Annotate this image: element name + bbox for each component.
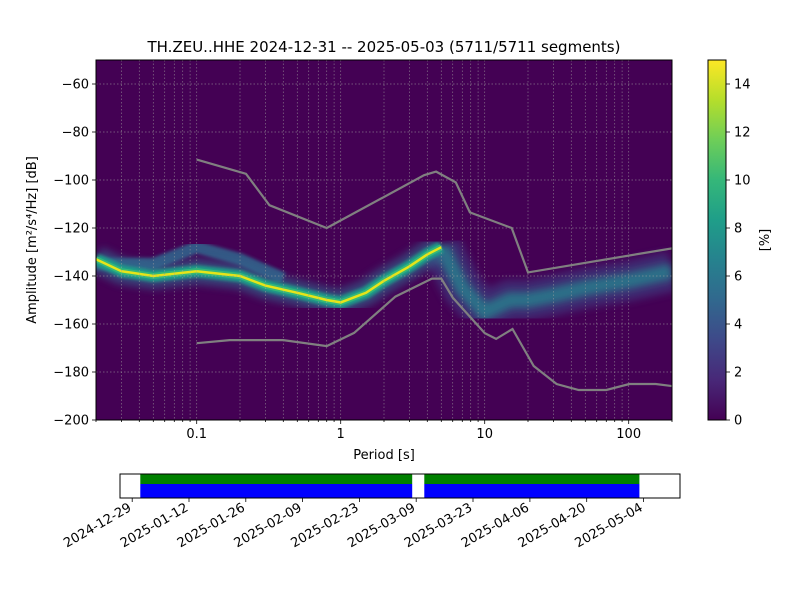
colorbar-tick-label: 2 xyxy=(734,366,742,381)
colorbar-tick-label: 12 xyxy=(734,126,751,141)
x-tick-label: 0.1 xyxy=(186,427,207,442)
y-tick-label: −100 xyxy=(53,174,89,189)
timeline-border xyxy=(119,473,681,499)
colorbar-tick-label: 4 xyxy=(734,318,742,333)
x-tick-label: 100 xyxy=(616,427,641,442)
y-tick-label: −60 xyxy=(62,78,89,93)
y-tick-label: −80 xyxy=(62,126,89,141)
colorbar-tick-label: 0 xyxy=(734,414,742,429)
x-axis-label: Period [s] xyxy=(353,448,415,463)
timeline-data-segment xyxy=(140,484,413,498)
broad-band-core xyxy=(434,243,672,322)
y-tick-label: −200 xyxy=(53,414,89,429)
y-axis: −200 −180 −160 −140 −120 −100 −80 −60 xyxy=(53,78,96,429)
y-tick-label: −180 xyxy=(53,366,89,381)
high-noise-model-line xyxy=(196,158,672,274)
y-tick-label: −120 xyxy=(53,222,89,237)
colorbar-label: [%] xyxy=(758,229,773,252)
colorbar-tick-label: 8 xyxy=(734,222,742,237)
mode-peak xyxy=(96,246,442,304)
timeline-used-segment xyxy=(424,474,640,484)
y-tick-label: −160 xyxy=(53,318,89,333)
y-axis-label: Amplitude [m²/s⁴/Hz] [dB] xyxy=(25,156,40,324)
timeline-panel: 2024-12-292025-01-122025-01-262025-02-09… xyxy=(61,473,681,551)
low-noise-model-line xyxy=(196,277,672,392)
colorbar-tick-label: 6 xyxy=(734,270,742,285)
x-tick-label: 1 xyxy=(337,427,345,442)
colorbar-gradient xyxy=(707,59,727,421)
timeline-data-segment xyxy=(424,484,640,498)
chart-title: TH.ZEU..HHE 2024-12-31 -- 2025-05-03 (57… xyxy=(147,38,621,56)
x-axis: 0.1 1 10 100 xyxy=(95,420,673,442)
colorbar-tick-label: 14 xyxy=(734,78,751,93)
y-tick-label: −140 xyxy=(53,270,89,285)
x-tick-label: 10 xyxy=(476,427,493,442)
colorbar-tick-label: 10 xyxy=(734,174,751,189)
colorbar: 0 2 4 6 8 10 12 14 [%] xyxy=(707,59,773,429)
plot-area xyxy=(95,59,673,421)
timeline-used-segment xyxy=(140,474,413,484)
